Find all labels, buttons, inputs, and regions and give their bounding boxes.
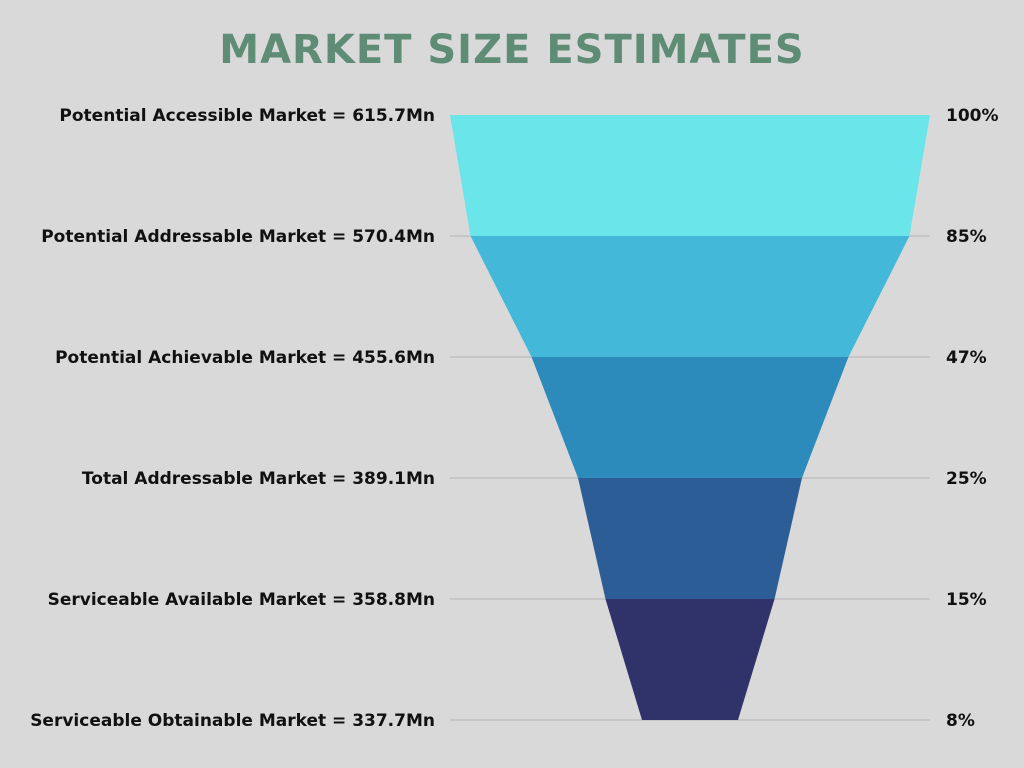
stage-label: Potential Accessible Market = 615.7Mn [59,106,435,126]
stage-label: Total Addressable Market = 389.1Mn [82,469,435,489]
percent-label: 85% [946,227,987,247]
percent-label: 8% [946,711,975,731]
percent-label: 100% [946,106,999,126]
funnel-segment-5 [605,599,775,720]
percent-label: 15% [946,590,987,610]
stage-label: Serviceable Available Market = 358.8Mn [48,590,435,610]
stage-label: Potential Achievable Market = 455.6Mn [55,348,435,368]
percent-label: 25% [946,469,987,489]
percent-label: 47% [946,348,987,368]
funnel-segment-1 [450,115,930,236]
stage-label: Potential Addressable Market = 570.4Mn [41,227,435,247]
stage-label: Serviceable Obtainable Market = 337.7Mn [30,711,435,731]
funnel-segment-4 [578,478,802,599]
funnel-segment-2 [470,236,910,357]
funnel-segment-3 [531,357,849,478]
chart-title: MARKET SIZE ESTIMATES [219,27,805,73]
